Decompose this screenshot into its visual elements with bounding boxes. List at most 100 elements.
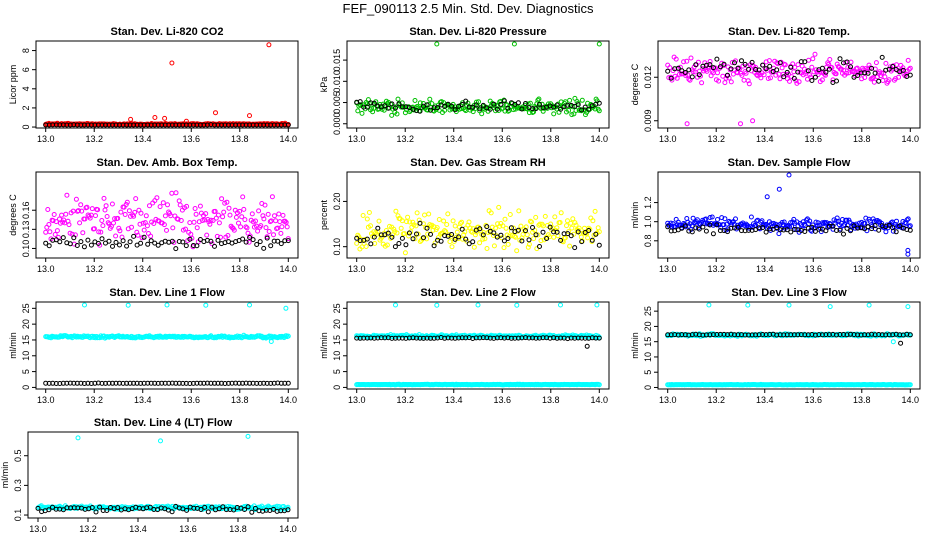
chart-panel-8: Stan. Dev. Line 2 Flow 13.0 13.2 13.4 13.6 13… <box>319 287 610 405</box>
data-point <box>410 219 416 225</box>
data-point <box>570 216 576 222</box>
data-point <box>45 207 51 212</box>
series-cyan <box>665 302 913 388</box>
data-point <box>231 227 237 233</box>
data-point <box>665 68 671 74</box>
data-point <box>402 110 408 116</box>
data-point <box>257 333 263 339</box>
data-point <box>784 69 790 75</box>
data-point <box>95 207 101 213</box>
outlier-point <box>786 172 792 178</box>
data-point <box>363 244 369 249</box>
series-magenta <box>665 51 913 127</box>
data-point <box>427 96 433 102</box>
outlier-point <box>738 121 743 127</box>
data-point <box>271 506 276 512</box>
data-point <box>177 202 183 208</box>
data-point <box>477 106 483 112</box>
data-point <box>809 64 815 70</box>
data-point <box>554 102 560 108</box>
data-point <box>493 225 498 231</box>
data-point <box>371 100 377 106</box>
outlier-point <box>245 433 251 439</box>
data-point <box>143 213 149 219</box>
data-point <box>240 194 246 200</box>
data-point <box>95 240 101 246</box>
data-point <box>192 206 198 211</box>
data-point <box>398 225 404 231</box>
data-point <box>452 223 458 229</box>
data-point <box>170 225 176 231</box>
data-point <box>883 60 889 66</box>
y-tick-label: 8 <box>21 48 31 53</box>
data-point <box>904 217 910 223</box>
data-point <box>394 230 400 236</box>
plot-frame <box>346 40 610 129</box>
data-point <box>693 62 699 68</box>
outlier-point <box>594 302 600 308</box>
data-point <box>501 245 507 251</box>
outlier-point <box>393 302 398 308</box>
data-point <box>82 216 88 222</box>
data-point <box>476 99 481 105</box>
data-point <box>833 218 839 224</box>
data-point <box>157 204 163 210</box>
data-point <box>498 101 504 107</box>
data-point <box>586 106 592 112</box>
data-point <box>756 67 762 73</box>
data-point <box>779 65 785 71</box>
y-axis-label: kPa <box>319 77 329 93</box>
data-point <box>61 217 67 223</box>
data-point <box>542 213 548 219</box>
x-tick-label: 13.2 <box>707 134 725 144</box>
data-point <box>60 235 66 241</box>
data-point <box>46 243 52 249</box>
data-point <box>715 70 720 76</box>
data-point <box>721 61 727 67</box>
data-point <box>100 223 106 229</box>
data-point <box>524 232 530 238</box>
outlier-point <box>128 116 134 122</box>
data-point <box>127 239 133 245</box>
x-tick-label: 14.0 <box>902 134 920 144</box>
data-point <box>824 220 830 226</box>
data-point <box>558 106 564 112</box>
data-point <box>63 211 69 217</box>
y-tick-label: 0.009 <box>643 109 653 132</box>
data-point <box>844 59 850 65</box>
data-point <box>470 104 476 110</box>
x-tick-label: 13.4 <box>445 134 463 144</box>
data-point <box>354 235 360 241</box>
data-point <box>679 225 685 231</box>
data-point <box>399 235 405 241</box>
data-point <box>523 228 528 234</box>
y-tick-label: 0 <box>332 385 342 390</box>
data-point <box>540 229 546 235</box>
data-point <box>396 241 402 246</box>
data-point <box>735 224 741 230</box>
data-point <box>220 214 226 220</box>
data-point <box>102 207 108 213</box>
data-point <box>459 102 465 107</box>
data-point <box>710 231 716 237</box>
data-point <box>841 67 847 73</box>
data-point <box>220 504 226 510</box>
data-point <box>665 224 671 230</box>
data-point <box>85 237 91 243</box>
data-point <box>43 229 49 235</box>
data-point <box>285 238 291 244</box>
data-point <box>717 64 723 70</box>
data-point <box>502 216 508 222</box>
series-red <box>43 42 291 128</box>
outlier-point <box>750 118 756 124</box>
data-point <box>126 208 132 214</box>
data-point <box>508 225 514 231</box>
data-point <box>489 224 495 230</box>
data-point <box>760 225 766 231</box>
data-point <box>696 72 702 78</box>
data-point <box>487 106 493 112</box>
data-point <box>428 107 433 113</box>
data-point <box>151 221 157 226</box>
data-point <box>435 235 441 241</box>
